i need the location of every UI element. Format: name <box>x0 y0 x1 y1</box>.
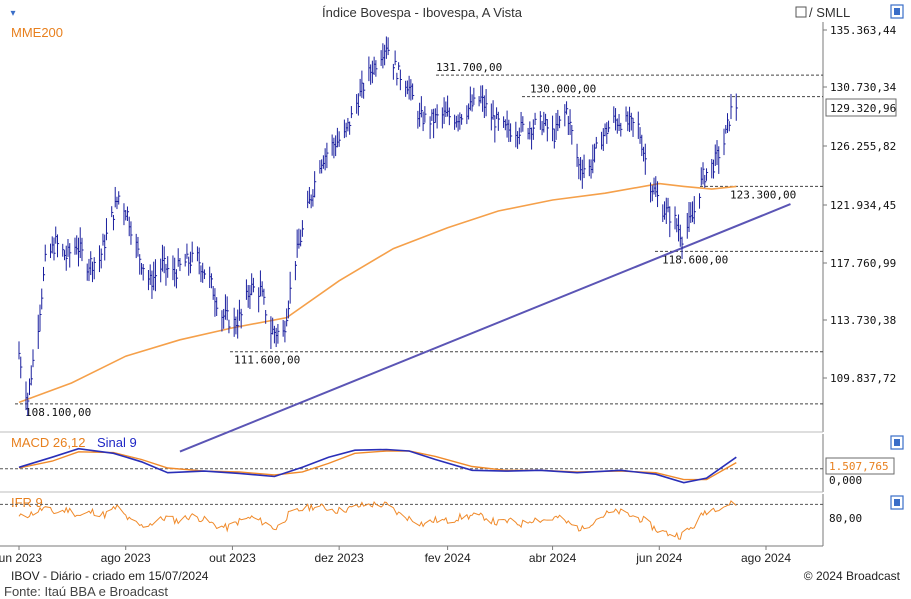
main-y-ticks: 135.363,44 130.730,34 126.255,82 121.934,45… <box>823 24 897 385</box>
rsi-label: IFR 9 <box>11 495 43 510</box>
footer-left: IBOV - Diário - criado em 15/07/2024 <box>11 569 209 583</box>
trendline <box>179 203 791 453</box>
rsi-level-tick: 80,00 <box>829 512 862 525</box>
rsi-settings-icon[interactable] <box>890 495 904 510</box>
signal-line <box>18 450 737 481</box>
footer-right: © 2024 Broadcast <box>804 569 901 583</box>
macd-label: MACD 26,12 <box>11 435 85 450</box>
x-tick-label: jun 2024 <box>635 551 682 565</box>
level-label: 131.700,00 <box>436 61 502 74</box>
y-tick-label: 117.760,99 <box>830 257 896 270</box>
level-label: 130.000,00 <box>530 83 596 96</box>
compare-label: / SMLL <box>809 5 850 20</box>
x-tick-label: out 2023 <box>209 551 256 565</box>
last-price-box: 129.320,96 <box>825 98 897 117</box>
level-label: 108.100,00 <box>25 406 91 419</box>
source-note: Fonte: Itaú BBA e Broadcast <box>4 584 168 599</box>
x-tick-label: dez 2023 <box>314 551 364 565</box>
price-series <box>18 36 738 416</box>
rsi-line <box>18 500 737 540</box>
x-ticks: jun 2023 ago 2023 out 2023 dez 2023 fev 2024… <box>0 546 791 565</box>
y-tick-label: 109.837,72 <box>830 372 896 385</box>
macd-last-value-box: 1.507,765 <box>825 457 895 475</box>
y-tick-label: 135.363,44 <box>830 24 897 37</box>
ema200-polyline <box>18 182 737 404</box>
y-tick-label: 130.730,34 <box>830 81 897 94</box>
last-price-label: 129.320,96 <box>830 102 896 115</box>
x-tick-label: abr 2024 <box>529 551 577 565</box>
macd-zero-tick: 0,000 <box>829 474 862 487</box>
ma-label: MME200 <box>11 25 63 40</box>
y-tick-label: 126.255,82 <box>830 140 896 153</box>
macd-last-value: 1.507,765 <box>829 460 889 473</box>
settings-icon[interactable] <box>890 4 904 19</box>
x-tick-label: ago 2023 <box>101 551 151 565</box>
level-label: 123.300,00 <box>730 188 796 201</box>
x-tick-label: ago 2024 <box>741 551 791 565</box>
macd-settings-icon[interactable] <box>890 435 904 450</box>
x-tick-label: fev 2024 <box>425 551 471 565</box>
compare-checkbox[interactable] <box>795 6 807 18</box>
macd-line <box>18 447 737 484</box>
y-tick-label: 113.730,38 <box>830 314 896 327</box>
x-tick-label: jun 2023 <box>0 551 42 565</box>
chart-title: Índice Bovespa - Ibovespa, A Vista <box>322 5 523 20</box>
macd-series <box>18 447 737 484</box>
rsi-series <box>18 500 737 540</box>
trendline-segment <box>179 203 791 453</box>
window-menu-icon[interactable]: ▾ <box>10 8 15 19</box>
level-label: 111.600,00 <box>234 354 300 367</box>
y-tick-label: 121.934,45 <box>830 199 896 212</box>
signal-label: Sinal 9 <box>97 435 137 450</box>
level-label: 118.600,00 <box>662 253 728 266</box>
support-resistance-levels: 131.700,00 130.000,00 123.300,00 118.600,00… <box>15 61 823 419</box>
ema200-line <box>18 182 737 404</box>
